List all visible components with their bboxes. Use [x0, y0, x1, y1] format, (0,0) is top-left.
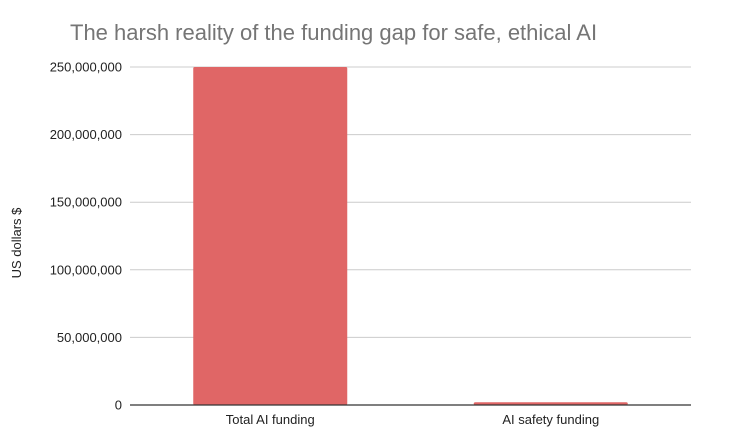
- bar-total-ai-funding: [193, 67, 348, 405]
- x-tick-label: Total AI funding: [226, 412, 315, 427]
- y-tick-label: 150,000,000: [50, 195, 122, 210]
- y-tick-label: 200,000,000: [50, 127, 122, 142]
- y-tick-label: 100,000,000: [50, 262, 122, 277]
- y-axis-label: US dollars $: [9, 207, 24, 279]
- y-tick-label: 50,000,000: [57, 330, 122, 345]
- chart-title: The harsh reality of the funding gap for…: [70, 20, 597, 45]
- y-tick-label: 250,000,000: [50, 60, 122, 75]
- bar-ai-safety-funding: [473, 402, 628, 405]
- y-tick-labels: 0 50,000,000 100,000,000 150,000,000 200,000…: [50, 60, 122, 413]
- bars: [193, 67, 628, 405]
- y-tick-label: 0: [115, 398, 122, 413]
- x-tick-labels: Total AI funding AI safety funding: [226, 412, 599, 427]
- x-tick-label: AI safety funding: [502, 412, 599, 427]
